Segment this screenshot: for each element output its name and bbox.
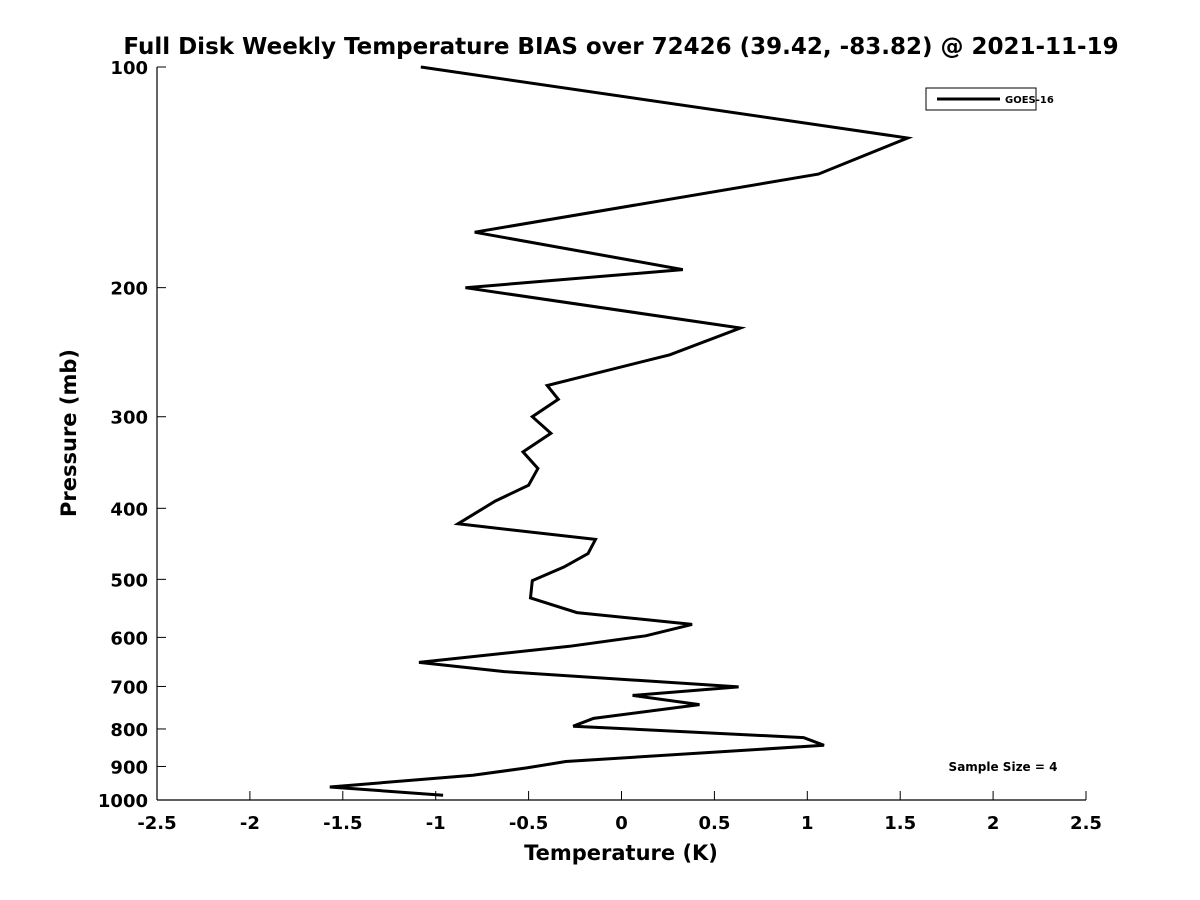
- y-tick-label: 900: [110, 757, 148, 778]
- x-tick-label: 1.5: [884, 813, 916, 834]
- y-tick-label: 700: [110, 677, 148, 698]
- x-tick-label: -2.5: [137, 813, 176, 834]
- y-tick-label: 1000: [98, 791, 148, 812]
- legend: GOES-16: [925, 87, 1054, 111]
- legend-label-goes-16: GOES-16: [1005, 95, 1054, 106]
- y-tick-label: 100: [110, 58, 148, 79]
- sample-size-annotation: Sample Size = 4: [949, 760, 1058, 774]
- x-tick-label: 2: [987, 813, 1000, 834]
- y-tick-label: 300: [110, 408, 148, 429]
- y-axis-ticks: 100 200 300 400 500 600 700 800 900 1000: [98, 58, 166, 812]
- chart-title: Full Disk Weekly Temperature BIAS over 7…: [123, 34, 1118, 60]
- y-axis-label: Pressure (mb): [57, 349, 81, 517]
- y-tick-label: 500: [110, 570, 148, 591]
- series-line-goes-16: [329, 65, 914, 797]
- y-tick-label: 200: [110, 279, 148, 300]
- x-tick-label: 0.5: [698, 813, 730, 834]
- y-tick-label: 400: [110, 499, 148, 520]
- y-tick-label: 600: [110, 628, 148, 649]
- x-tick-label: 2.5: [1070, 813, 1102, 834]
- x-axis-label: Temperature (K): [524, 841, 718, 865]
- x-tick-label: 0: [615, 813, 628, 834]
- x-tick-label: -2: [240, 813, 260, 834]
- x-tick-label: -1.5: [323, 813, 362, 834]
- x-tick-label: -1: [426, 813, 446, 834]
- x-tick-label: -0.5: [509, 813, 548, 834]
- x-tick-label: 1: [801, 813, 814, 834]
- x-axis-ticks: -2.5 -2 -1.5 -1 -0.5 0 0.5 1 1.5 2 2.5: [137, 791, 1102, 834]
- y-tick-label: 800: [110, 720, 148, 741]
- series-layer: [329, 65, 914, 797]
